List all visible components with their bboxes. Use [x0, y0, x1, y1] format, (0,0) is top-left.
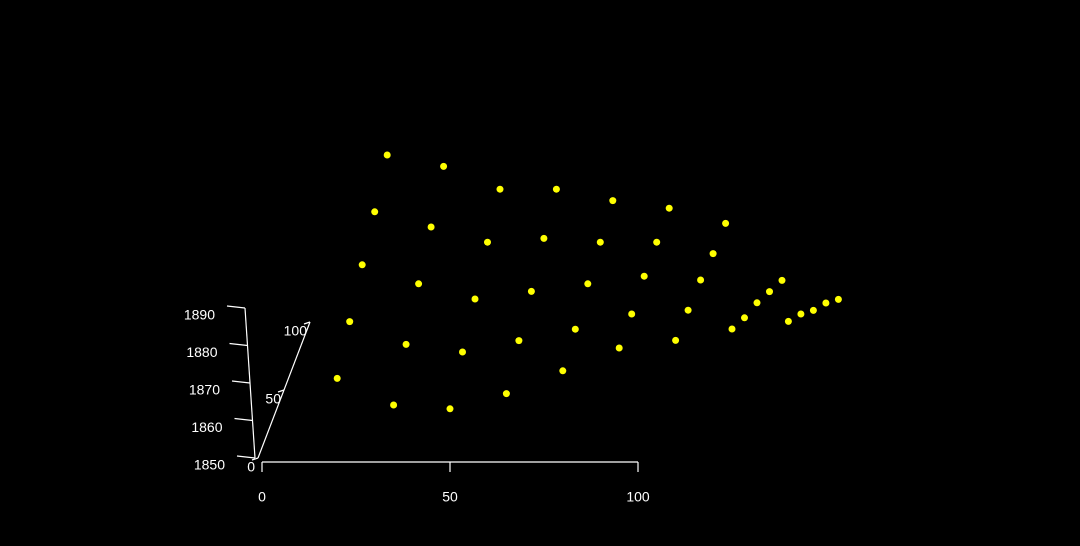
- point: [484, 238, 491, 246]
- z-tick-label: 1880: [186, 344, 217, 360]
- point: [628, 310, 636, 318]
- point: [741, 314, 748, 322]
- point: [346, 318, 354, 326]
- y-tick: [277, 389, 285, 393]
- z-tick: [234, 417, 253, 422]
- point: [797, 310, 805, 318]
- z-tick: [236, 455, 256, 459]
- y-tick: [303, 321, 311, 325]
- point: [722, 219, 730, 227]
- y-tick-label: 100: [284, 323, 308, 339]
- y-tick-label: 50: [265, 391, 281, 407]
- point: [684, 306, 692, 314]
- point: [371, 208, 379, 216]
- point: [527, 287, 535, 295]
- z-tick-label: 1850: [194, 457, 225, 473]
- point: [358, 261, 366, 269]
- point: [596, 238, 604, 246]
- point: [584, 280, 592, 288]
- point: [440, 162, 448, 170]
- point: [390, 401, 398, 409]
- point: [834, 295, 842, 303]
- point: [502, 390, 510, 398]
- y-tick: [251, 457, 259, 461]
- point: [697, 276, 705, 284]
- point: [766, 288, 773, 296]
- point: [459, 348, 466, 356]
- point: [640, 272, 648, 280]
- point: [609, 197, 617, 205]
- point: [753, 299, 761, 307]
- point: [665, 204, 673, 212]
- point: [515, 337, 523, 345]
- y-tick-label: 0: [247, 459, 255, 475]
- point: [383, 151, 391, 159]
- point: [446, 405, 454, 413]
- z-tick-label: 1890: [184, 307, 215, 323]
- point: [728, 325, 736, 333]
- point: [540, 234, 548, 242]
- point: [809, 306, 817, 314]
- point: [496, 185, 504, 193]
- z-tick-label: 1860: [191, 419, 222, 435]
- point: [778, 276, 786, 284]
- x-tick-label: 50: [442, 489, 458, 505]
- x-tick-label: 0: [258, 489, 266, 505]
- z-tick: [226, 305, 246, 309]
- point: [559, 367, 567, 375]
- point: [333, 374, 341, 382]
- point: [402, 340, 410, 348]
- point: [471, 295, 479, 303]
- point: [822, 299, 830, 307]
- point: [709, 250, 717, 258]
- point: [427, 223, 435, 231]
- point: [571, 325, 579, 333]
- x-tick-label: 100: [626, 489, 650, 505]
- z-tick-label: 1870: [189, 382, 220, 398]
- z-tick: [231, 380, 251, 384]
- point: [653, 238, 661, 246]
- z-tick: [229, 342, 248, 347]
- point: [615, 344, 623, 352]
- point: [784, 317, 792, 325]
- point: [415, 280, 423, 288]
- point: [672, 336, 680, 344]
- point: [552, 185, 560, 193]
